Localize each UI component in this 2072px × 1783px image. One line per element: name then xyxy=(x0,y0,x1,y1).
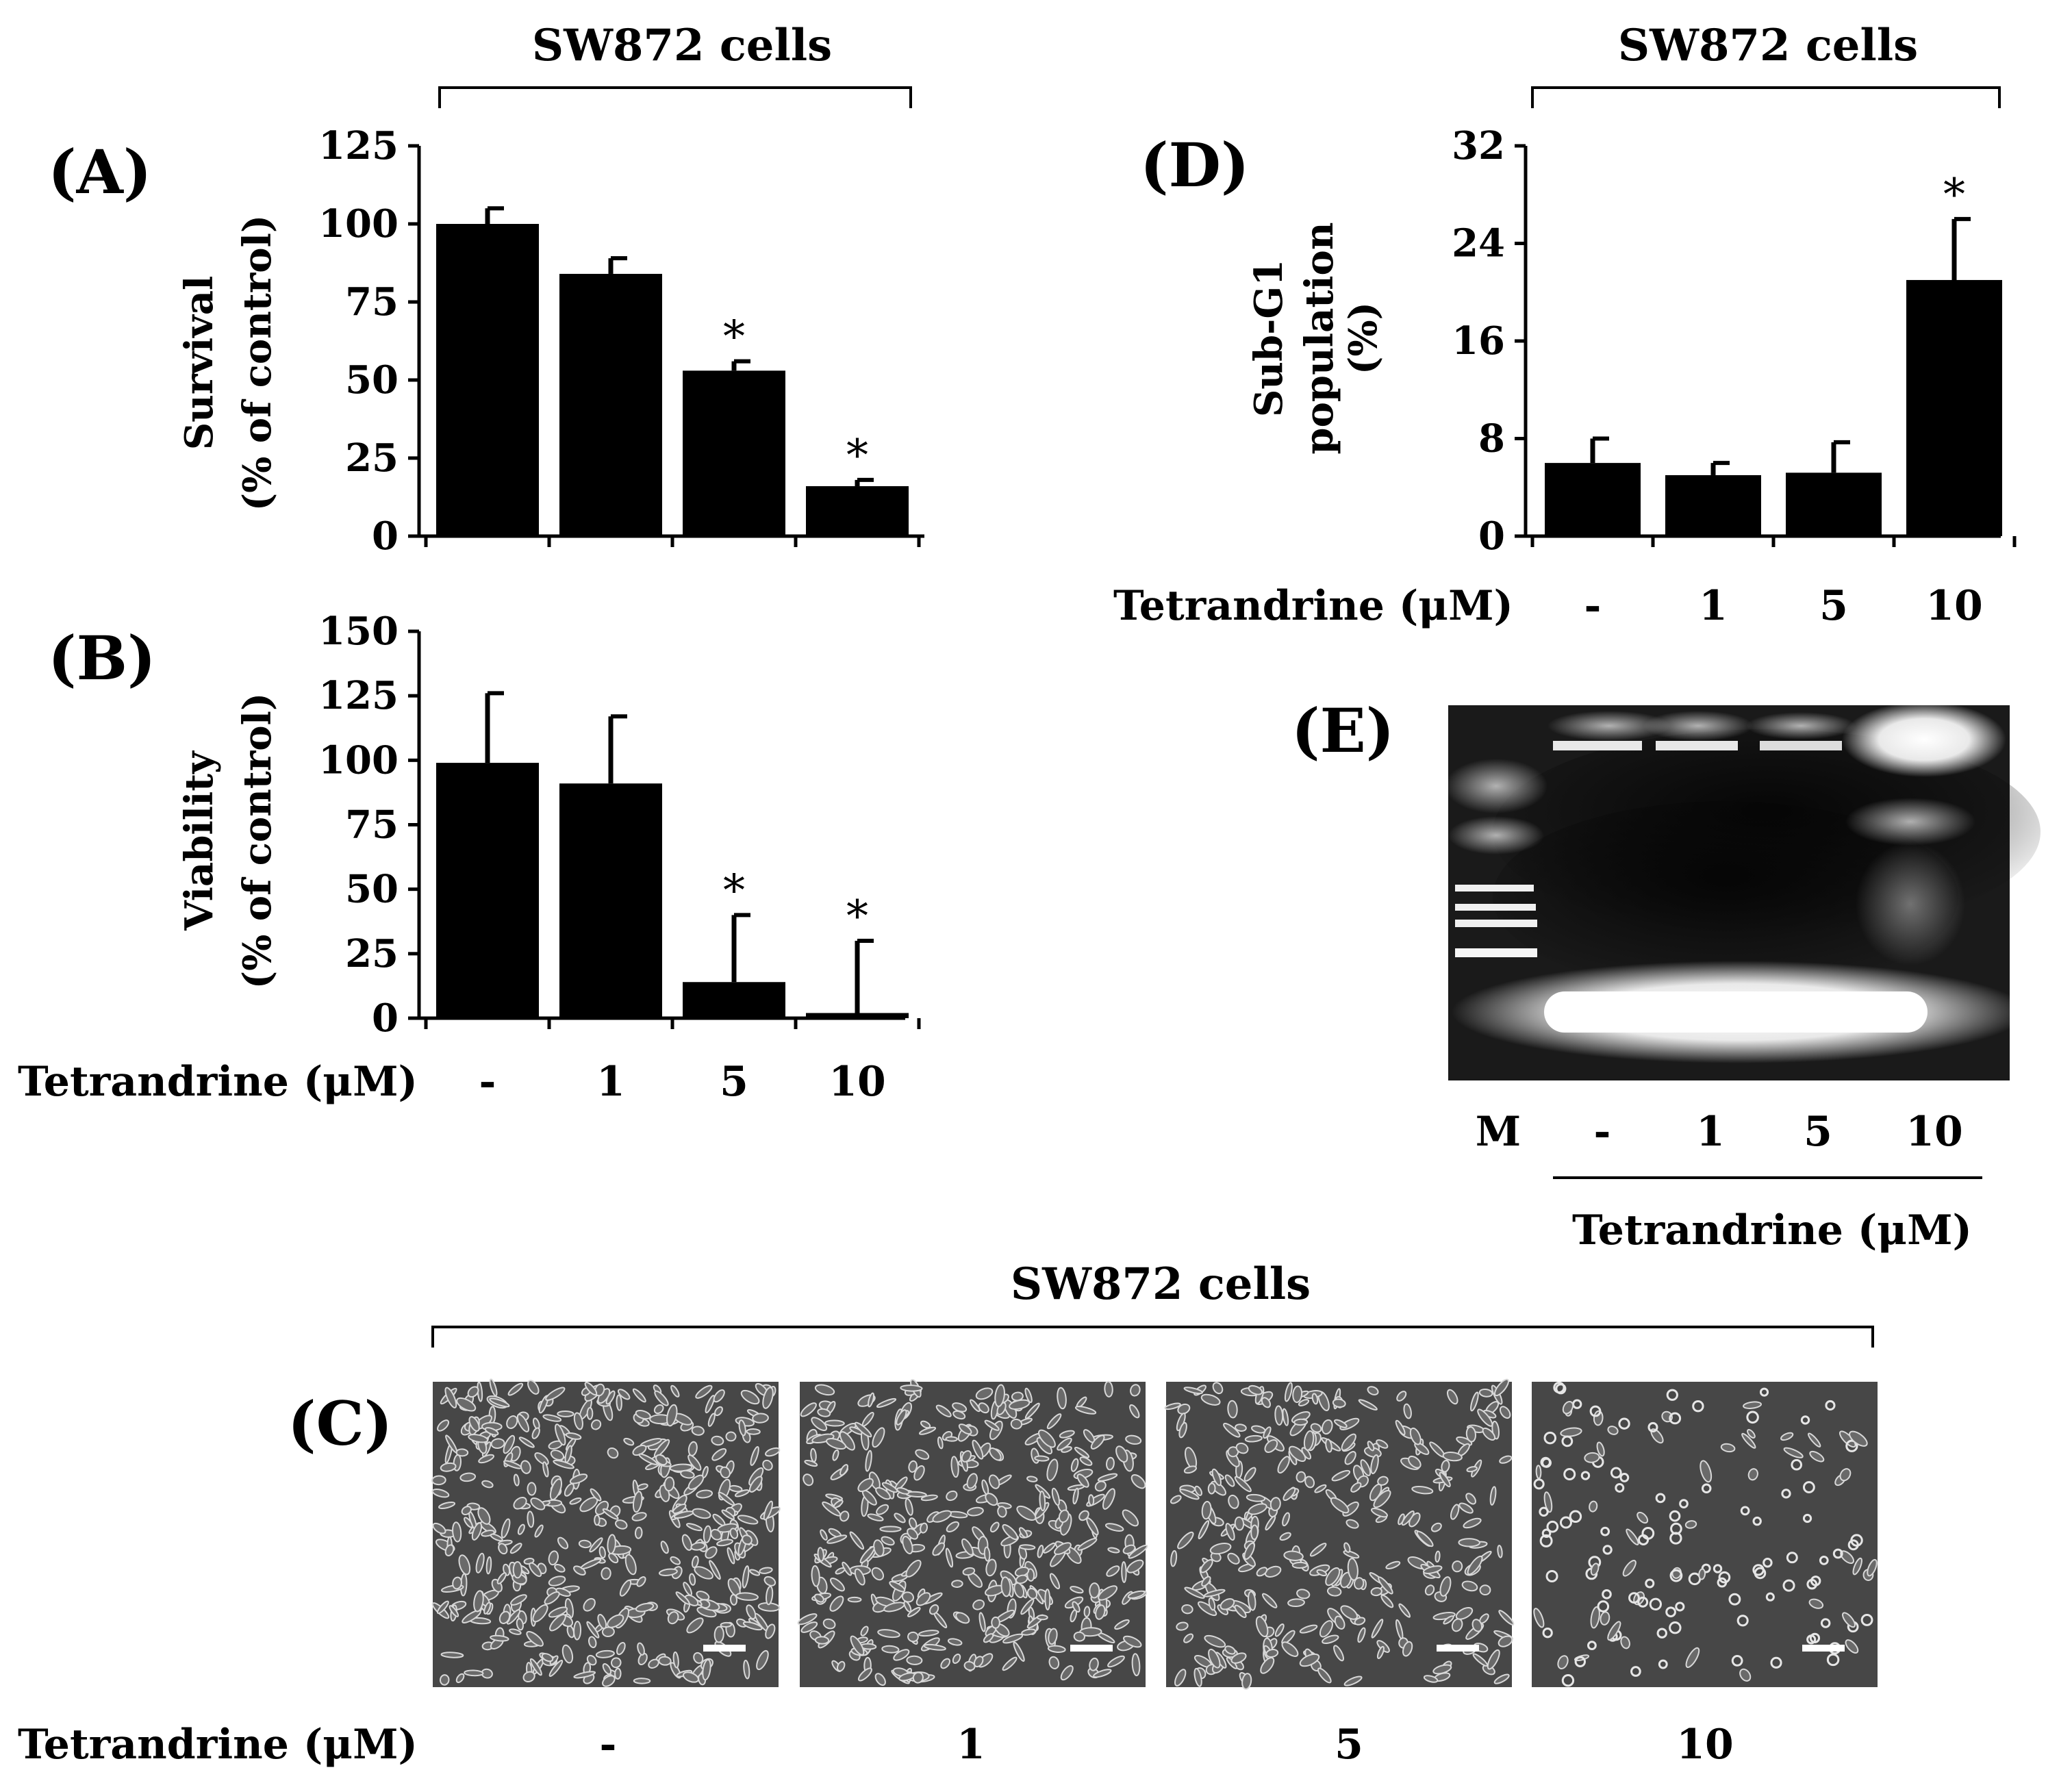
panel-b: (B) Viability (% of control) Tetrandrine… xyxy=(18,609,921,1106)
category-label: 1 xyxy=(1699,582,1728,630)
panel-e-xlabel: Tetrandrine (μM) xyxy=(1572,1206,1972,1254)
panel-b-chart: 0 25 50 75 100 125 150 - 1 * 5 * 10 xyxy=(318,609,921,1106)
category-label: 10 xyxy=(829,1058,886,1106)
panel-d-bracket xyxy=(1531,86,2001,108)
panel-c-header: SW872 cells xyxy=(1011,1259,1311,1310)
y-tick-label: 125 xyxy=(318,673,399,718)
scale-bar xyxy=(703,1645,746,1652)
category-label: - xyxy=(1584,582,1602,630)
panel-d: SW872 cells (D) Sub-G1 population (%) Te… xyxy=(1113,20,2017,630)
scale-bar xyxy=(1802,1645,1845,1652)
panel-d-label: (D) xyxy=(1140,129,1250,201)
bar xyxy=(1786,472,1882,536)
bar xyxy=(436,224,539,536)
gel-lane-labels: M - 1 5 10 xyxy=(1476,1108,1963,1156)
panel-b-label: (B) xyxy=(48,622,156,694)
gel-image xyxy=(1445,702,2041,1080)
y-tick-label: 0 xyxy=(372,996,399,1041)
panel-d-chart: 0 8 16 24 32 - 1 5 * 10 xyxy=(1452,123,2017,630)
gel-lane-label: M xyxy=(1476,1108,1521,1156)
bar xyxy=(1665,475,1761,536)
y-tick-label: 100 xyxy=(318,201,399,246)
bar xyxy=(806,1013,909,1018)
micrograph-condition-label: 1 xyxy=(957,1721,985,1769)
bar xyxy=(683,370,785,536)
category-label: 10 xyxy=(1925,582,1983,630)
panel-d-xlabel: Tetrandrine (μM) xyxy=(1113,582,1513,630)
bar xyxy=(1545,463,1641,536)
y-tick-label: 24 xyxy=(1452,221,1505,266)
micrograph xyxy=(1532,1381,1878,1687)
y-tick-label: 75 xyxy=(345,802,399,848)
y-tick-label: 8 xyxy=(1478,416,1505,461)
y-tick-label: 50 xyxy=(345,357,399,403)
scale-bar xyxy=(1070,1645,1113,1652)
panel-c-bracket xyxy=(431,1326,1874,1348)
panel-a-ylabel: Survival xyxy=(177,276,222,451)
panel-d-ylabel2: population xyxy=(1297,222,1342,454)
micrograph-condition-label: - xyxy=(600,1721,617,1769)
significance-mark: * xyxy=(846,431,868,481)
panel-e-label: (E) xyxy=(1291,695,1394,766)
y-tick-label: 16 xyxy=(1452,318,1505,364)
panel-a-ylabel2: (% of control) xyxy=(235,215,280,511)
y-tick-label: 25 xyxy=(345,931,399,976)
micrograph xyxy=(1164,1378,1515,1690)
bar xyxy=(559,783,662,1018)
gel-lane-label: 10 xyxy=(1906,1108,1963,1156)
y-tick-label: 50 xyxy=(345,867,399,912)
bar xyxy=(683,982,785,1018)
gel-lane-label: 5 xyxy=(1804,1108,1832,1156)
significance-mark: * xyxy=(723,312,745,363)
panel-c: SW872 cells (C) Tetrandrine (μM) - 1 5 10 xyxy=(18,1259,1878,1769)
micrograph-condition-label: 5 xyxy=(1335,1721,1363,1769)
bar xyxy=(436,763,539,1018)
panel-a-header: SW872 cells xyxy=(532,20,832,71)
panel-e: (E) xyxy=(1291,695,2041,1254)
scale-bar xyxy=(1437,1645,1479,1652)
category-label: - xyxy=(479,1058,496,1106)
micrograph xyxy=(431,1378,781,1687)
micrograph-condition-label: 10 xyxy=(1676,1721,1734,1769)
panel-b-xlabel: Tetrandrine (μM) xyxy=(18,1058,418,1106)
y-tick-label: 0 xyxy=(372,514,399,559)
y-tick-label: 125 xyxy=(318,123,399,168)
gel-lane-label: - xyxy=(1594,1108,1611,1156)
category-label: 5 xyxy=(720,1058,748,1106)
y-tick-label: 100 xyxy=(318,737,399,783)
panel-b-ylabel: Viability xyxy=(177,750,222,931)
bar xyxy=(1906,279,2002,536)
panel-d-ylabel3: (%) xyxy=(1341,302,1386,375)
y-tick-label: 150 xyxy=(318,609,399,654)
panel-c-label: (C) xyxy=(288,1388,392,1459)
panel-a-chart: 0 25 50 75 100 125 * * xyxy=(318,123,924,559)
y-tick-label: 25 xyxy=(345,435,399,481)
panel-a: SW872 cells (A) Survival (% of control) … xyxy=(48,20,924,559)
significance-mark: * xyxy=(846,892,868,942)
micrograph-labels: - 1 5 10 xyxy=(600,1721,1734,1769)
y-tick-label: 75 xyxy=(345,279,399,325)
category-label: 5 xyxy=(1819,582,1848,630)
panel-b-ylabel2: (% of control) xyxy=(235,693,280,989)
gel-lane-label: 1 xyxy=(1696,1108,1725,1156)
significance-mark: * xyxy=(1943,170,1965,220)
bar xyxy=(806,486,909,536)
marker-ladder xyxy=(1445,759,1547,957)
significance-mark: * xyxy=(723,865,745,916)
panel-d-header: SW872 cells xyxy=(1618,20,1918,71)
panel-a-label: (A) xyxy=(48,136,152,207)
micrograph-row xyxy=(431,1378,1878,1690)
panel-d-ylabel: Sub-G1 xyxy=(1246,260,1291,417)
panel-a-bracket xyxy=(438,86,912,108)
panel-c-xlabel: Tetrandrine (μM) xyxy=(18,1721,418,1769)
y-tick-label: 32 xyxy=(1452,123,1505,168)
y-tick-label: 0 xyxy=(1478,514,1505,559)
category-label: 1 xyxy=(596,1058,625,1106)
bar xyxy=(559,273,662,536)
micrograph xyxy=(797,1379,1148,1687)
